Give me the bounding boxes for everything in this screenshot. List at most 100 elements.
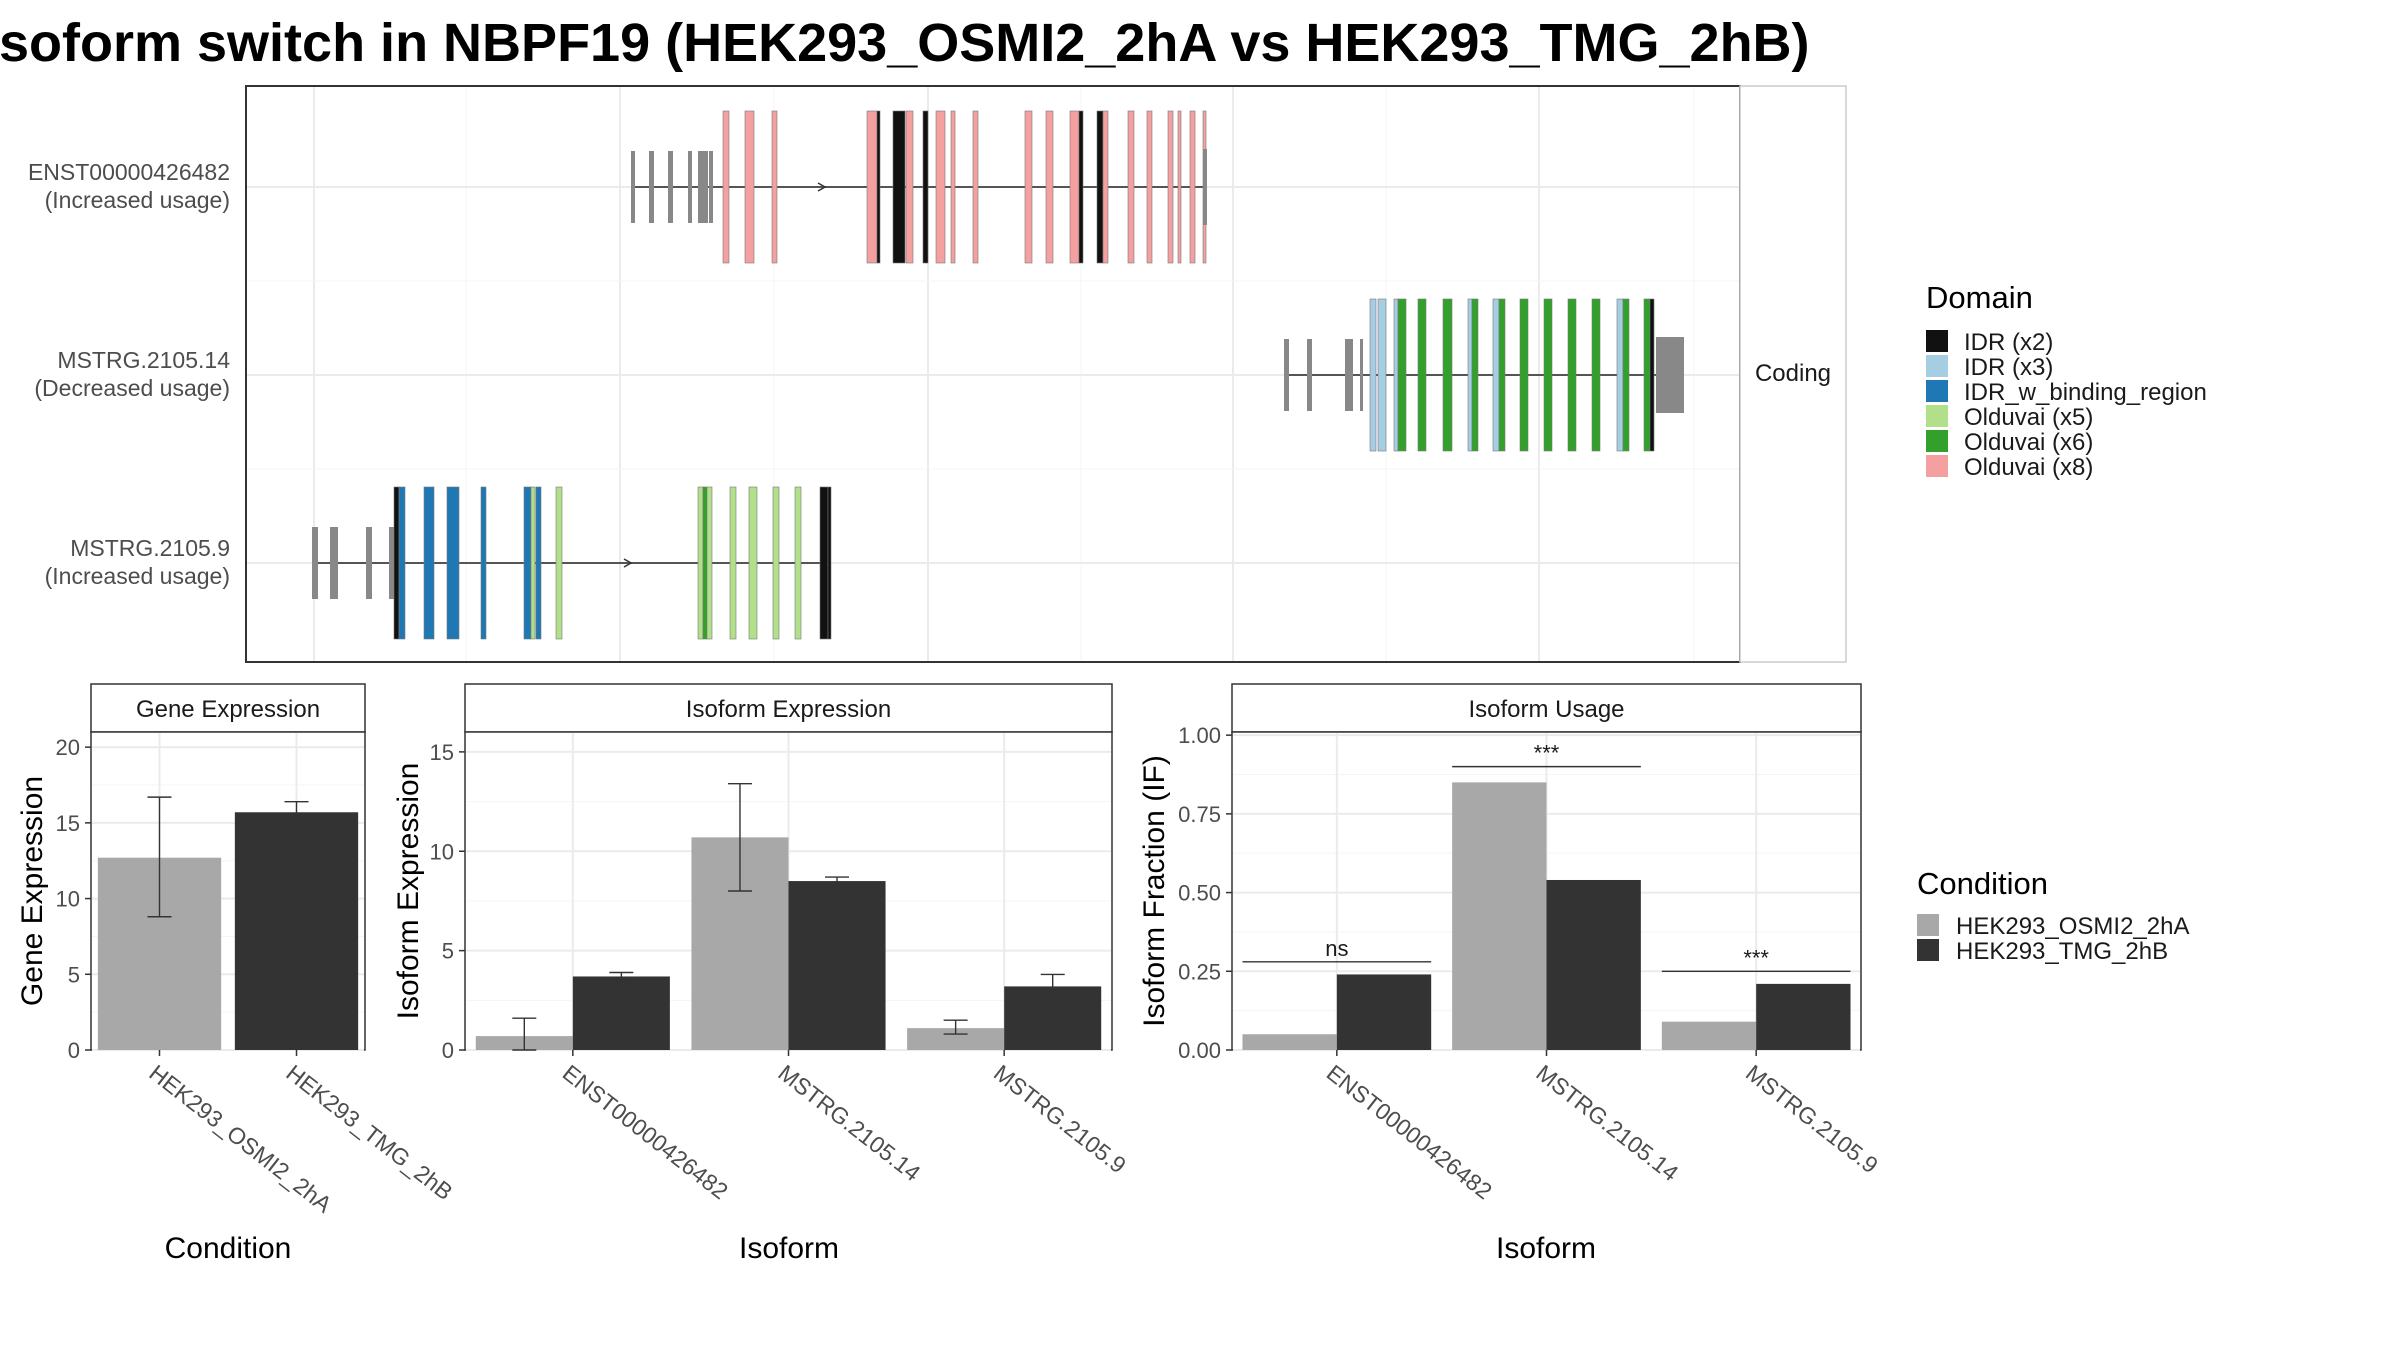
domain-exon xyxy=(827,486,832,640)
domain-exon xyxy=(1622,298,1630,452)
y-axis-title: Isoform Fraction (IF) xyxy=(1138,755,1171,1027)
chart-panel-1: Isoform Expression 0 5 10 15 ENST00000426482 M… xyxy=(392,683,1131,1265)
bar xyxy=(572,976,670,1050)
x-tick-label: ENST00000426482 xyxy=(1322,1059,1497,1204)
domain-legend: Domain IDR (x2) IDR (x3) IDR_w_binding_r… xyxy=(1926,280,2207,481)
bar xyxy=(1452,782,1547,1050)
transcript-panel: Coding ENST00000426482 (Increased usage)… xyxy=(28,85,1847,663)
legend-label: HEK293_TMG_2hB xyxy=(1956,938,2168,965)
domain-exon xyxy=(1078,110,1084,264)
bar-chart-panels: Gene Expression05101520HEK293_OSMI2_2hAH… xyxy=(16,683,1883,1265)
legend-swatch xyxy=(1926,455,1948,477)
domain-exon xyxy=(1616,298,1624,452)
domain-exon xyxy=(866,110,878,264)
page-title: Isoform switch in NBPF19 (HEK293_OSMI2_2… xyxy=(0,13,1810,73)
utr-exon xyxy=(649,151,654,223)
domain-exon xyxy=(530,486,536,640)
utr-exon xyxy=(688,151,692,223)
domain-exon xyxy=(1045,110,1054,264)
bar xyxy=(1242,1034,1337,1050)
legend-swatch xyxy=(1917,939,1939,961)
utr-exon xyxy=(1307,339,1312,411)
y-tick-label: 1.00 xyxy=(1178,723,1221,748)
domain-exon xyxy=(1643,298,1651,452)
domain-exon xyxy=(555,486,563,640)
domain-exon xyxy=(972,110,979,264)
domain-exon xyxy=(1471,298,1479,452)
panel-title: Gene Expression xyxy=(136,696,320,723)
y-tick-label: 10 xyxy=(430,839,454,864)
y-tick-label: 5 xyxy=(442,939,454,964)
significance-label: ns xyxy=(1325,936,1348,961)
legend-label: IDR (x3) xyxy=(1964,354,2053,381)
domain-exon xyxy=(423,486,435,640)
legend-label: Olduvai (x6) xyxy=(1964,429,2093,456)
legend-swatch xyxy=(1926,355,1948,377)
domain-exon xyxy=(729,486,737,640)
chart-panel-2: Isoform Usage 0.00 0.25 0.50 0.75 1.00 ns *** **… xyxy=(1138,683,1883,1265)
x-tick-label: MSTRG.2105.9 xyxy=(1741,1059,1883,1178)
legend-swatch xyxy=(1926,430,1948,452)
domain-exon xyxy=(1069,110,1080,264)
legend-label: IDR_w_binding_region xyxy=(1964,379,2207,406)
domain-exon xyxy=(1397,298,1407,452)
condition-legend: Condition HEK293_OSMI2_2hA HEK293_TMG_2h… xyxy=(1917,866,2189,965)
domain-exon xyxy=(446,486,460,640)
y-tick-label: 0.75 xyxy=(1178,802,1221,827)
domain-exon xyxy=(1102,110,1109,264)
y-tick-label: 0.50 xyxy=(1178,881,1221,906)
x-axis-title: Isoform xyxy=(1496,1232,1596,1265)
utr-exon xyxy=(631,151,635,223)
transcript-label-id: ENST00000426482 xyxy=(28,159,230,185)
domain-exon xyxy=(771,110,778,264)
domain-exon xyxy=(1127,110,1135,264)
utr-exon xyxy=(366,527,372,599)
domain-exon xyxy=(819,486,829,640)
legend-swatch xyxy=(1926,380,1948,402)
x-tick-label: MSTRG.2105.14 xyxy=(1531,1059,1683,1186)
domain-exon xyxy=(1146,110,1153,264)
y-tick-label: 5 xyxy=(68,962,80,987)
x-axis-title: Isoform xyxy=(739,1232,839,1265)
domain-exon xyxy=(876,110,881,264)
y-tick-label: 10 xyxy=(56,887,80,912)
panel-title: Isoform Usage xyxy=(1468,696,1624,723)
transcript-structures xyxy=(312,110,1684,640)
utr-exon xyxy=(312,527,318,599)
transcript-track-1 xyxy=(1284,298,1684,452)
domain-exon xyxy=(702,486,708,640)
domain-exon xyxy=(1591,298,1601,452)
transcript-label-id: MSTRG.2105.9 xyxy=(70,535,230,561)
strip-box xyxy=(1739,85,1847,663)
domain-exon xyxy=(398,486,406,640)
significance-label: *** xyxy=(1743,945,1769,970)
legend-swatch xyxy=(1917,914,1939,936)
utr-exon xyxy=(1656,337,1684,413)
utr-exon xyxy=(1345,339,1353,411)
transcript-label-usage: (Decreased usage) xyxy=(34,375,230,401)
legend-swatch xyxy=(1926,330,1948,352)
domain-exon xyxy=(794,486,802,640)
domain-exon xyxy=(892,110,906,264)
domain-exon xyxy=(706,486,713,640)
strip-label: Coding xyxy=(1755,360,1831,387)
y-tick-label: 0 xyxy=(442,1038,454,1063)
bar xyxy=(1661,1021,1757,1050)
domain-exon xyxy=(1189,110,1196,264)
strand-arrow-icon xyxy=(623,558,633,568)
domain-exon xyxy=(1024,110,1033,264)
domain-exon xyxy=(1417,298,1427,452)
strip-box xyxy=(90,683,366,733)
domain-exon xyxy=(905,110,914,264)
bar xyxy=(1336,974,1432,1050)
domain-exon xyxy=(1649,298,1655,452)
x-tick-label: MSTRG.2105.9 xyxy=(989,1059,1131,1178)
domain-exon xyxy=(1519,298,1529,452)
transcript-label-usage: (Increased usage) xyxy=(45,563,230,589)
x-axis-title: Condition xyxy=(165,1232,292,1265)
strip-box xyxy=(1231,683,1862,733)
domain-exon xyxy=(480,486,487,640)
domain-exon xyxy=(1567,298,1577,452)
